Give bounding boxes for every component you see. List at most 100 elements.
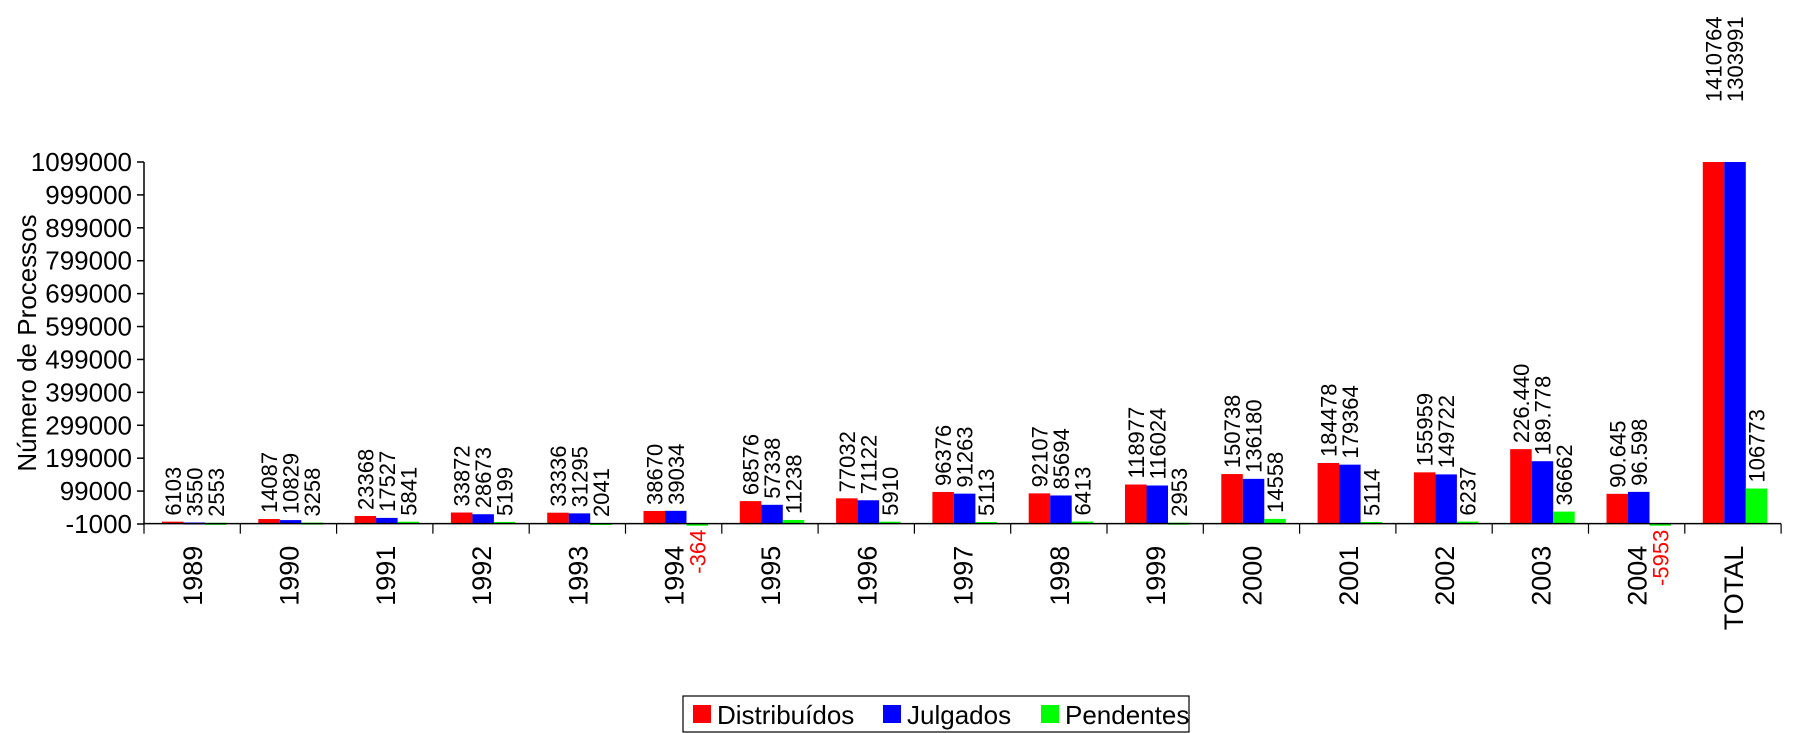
x-tick-label: 2000 — [1237, 546, 1267, 606]
y-tick-label: 599000 — [45, 312, 132, 342]
x-tick-label: 1991 — [371, 546, 401, 606]
value-label: 2041 — [589, 468, 614, 517]
value-label: 23368 — [353, 449, 378, 510]
value-label: 17527 — [375, 451, 400, 512]
bar-distribuídos-1993 — [547, 512, 569, 524]
bars — [162, 162, 1768, 526]
value-label: 11238 — [782, 454, 807, 514]
bar-distribuídos-1999 — [1125, 484, 1147, 524]
x-tick-label: 2004 — [1623, 546, 1653, 606]
y-tick-label: 299000 — [45, 410, 132, 440]
value-label: 10829 — [279, 453, 304, 514]
bar-julgados-1993 — [568, 513, 591, 524]
value-label: 33336 — [546, 446, 571, 507]
bar-pendentes-1998 — [1071, 521, 1094, 524]
legend-label: Julgados — [907, 700, 1011, 730]
bar-distribuídos-1996 — [836, 498, 858, 524]
value-label: 149722 — [1434, 395, 1459, 468]
y-tick-label: -1000 — [66, 509, 133, 539]
bar-julgados-2000 — [1242, 478, 1265, 524]
bar-pendentes-1996 — [879, 521, 901, 524]
bar-julgados-1995 — [761, 504, 783, 524]
bar-distribuídos-1995 — [739, 501, 762, 524]
value-label: 3258 — [300, 468, 325, 517]
value-label: 136180 — [1242, 399, 1267, 472]
value-label: 85694 — [1049, 428, 1074, 489]
bar-julgados-1997 — [953, 493, 976, 524]
value-label: 6237 — [1456, 467, 1481, 516]
value-label: 68576 — [739, 434, 764, 495]
y-tick-label: 899000 — [45, 213, 132, 243]
x-tick-label: 1996 — [852, 546, 882, 606]
y-tick-label: 99000 — [60, 476, 132, 506]
value-label: 189.778 — [1530, 376, 1555, 456]
value-label: 33872 — [450, 445, 475, 506]
x-tick-label: 2002 — [1430, 546, 1460, 606]
value-label: 1303991 — [1723, 16, 1748, 102]
bar-pendentes-2004 — [1649, 523, 1671, 526]
value-label: 71122 — [856, 435, 881, 495]
value-label: 91263 — [953, 426, 978, 487]
y-tick-label: 1099000 — [31, 147, 132, 177]
bar-distribuídos-2001 — [1317, 462, 1340, 524]
bar-distribuídos-2000 — [1221, 474, 1243, 524]
x-tick-label: 1995 — [756, 546, 786, 606]
bar-pendentes-1994 — [686, 523, 708, 526]
bar-julgados-1992 — [472, 514, 494, 524]
bar-distribuídos-1990 — [258, 519, 280, 524]
value-label: 116024 — [1145, 408, 1170, 480]
value-label: 2553 — [204, 468, 229, 517]
x-axis: 1989 1990 1991 1992 1993 1994 1995 1996 1997 1998… — [143, 522, 1782, 630]
bar-julgados-2004 — [1628, 491, 1650, 524]
value-label: 5114 — [1359, 469, 1384, 516]
legend-label: Pendentes — [1065, 700, 1189, 730]
bar-distribuídos-2002 — [1413, 472, 1436, 524]
bar-distribuídos-1997 — [932, 491, 954, 524]
y-axis-label: Número de Processos — [12, 214, 42, 471]
y-tick-label: 699000 — [45, 279, 132, 309]
value-label: 150738 — [1220, 395, 1245, 468]
y-tick-label: 399000 — [45, 377, 132, 407]
bar-pendentes-2000 — [1264, 518, 1286, 524]
x-tick-label: 1998 — [1045, 546, 1075, 606]
x-tick-label: 1989 — [178, 546, 208, 606]
value-label: 5841 — [396, 467, 421, 516]
value-label: 6103 — [161, 467, 186, 516]
legend: Distribuídos Julgados Pendentes — [682, 695, 1190, 733]
legend-swatch-julgados — [883, 705, 901, 723]
bar-distribuídos-1998 — [1028, 493, 1051, 524]
value-label: 96.598 — [1627, 419, 1652, 486]
value-label: 2953 — [1167, 468, 1192, 517]
value-label: 5199 — [493, 467, 518, 516]
bar-pendentes-1995 — [782, 519, 805, 524]
value-label: 96376 — [931, 425, 956, 486]
value-label: 36662 — [1552, 444, 1577, 505]
value-label: 38670 — [642, 444, 667, 505]
value-label: 6413 — [1070, 467, 1095, 516]
bar-pendentes-total — [1745, 488, 1768, 524]
value-label: 106773 — [1745, 409, 1770, 482]
value-label: 226.440 — [1509, 364, 1534, 444]
legend-swatch-pendentes — [1041, 705, 1059, 723]
value-label: 77032 — [835, 431, 860, 492]
bar-distribuídos-total — [1702, 162, 1725, 524]
y-tick-label: 799000 — [45, 246, 132, 276]
bar-distribuídos-1991 — [354, 515, 377, 524]
value-label: 179364 — [1338, 385, 1363, 458]
value-label: -364 — [685, 530, 710, 574]
bar-distribuídos-1994 — [643, 510, 665, 524]
y-tick-label: 999000 — [45, 180, 132, 210]
value-label: 28673 — [471, 447, 496, 508]
x-tick-label: 1990 — [274, 546, 304, 606]
bar-julgados-total — [1724, 162, 1746, 524]
bar-julgados-1996 — [857, 500, 880, 524]
bar-distribuídos-2003 — [1510, 449, 1532, 524]
bar-julgados-2003 — [1531, 461, 1554, 524]
bar-julgados-2001 — [1339, 464, 1361, 524]
bar-distribuídos-1992 — [450, 512, 473, 524]
bar-pendentes-1991 — [397, 521, 420, 524]
x-tick-label: 1993 — [563, 546, 593, 606]
value-label: 3550 — [182, 468, 207, 517]
